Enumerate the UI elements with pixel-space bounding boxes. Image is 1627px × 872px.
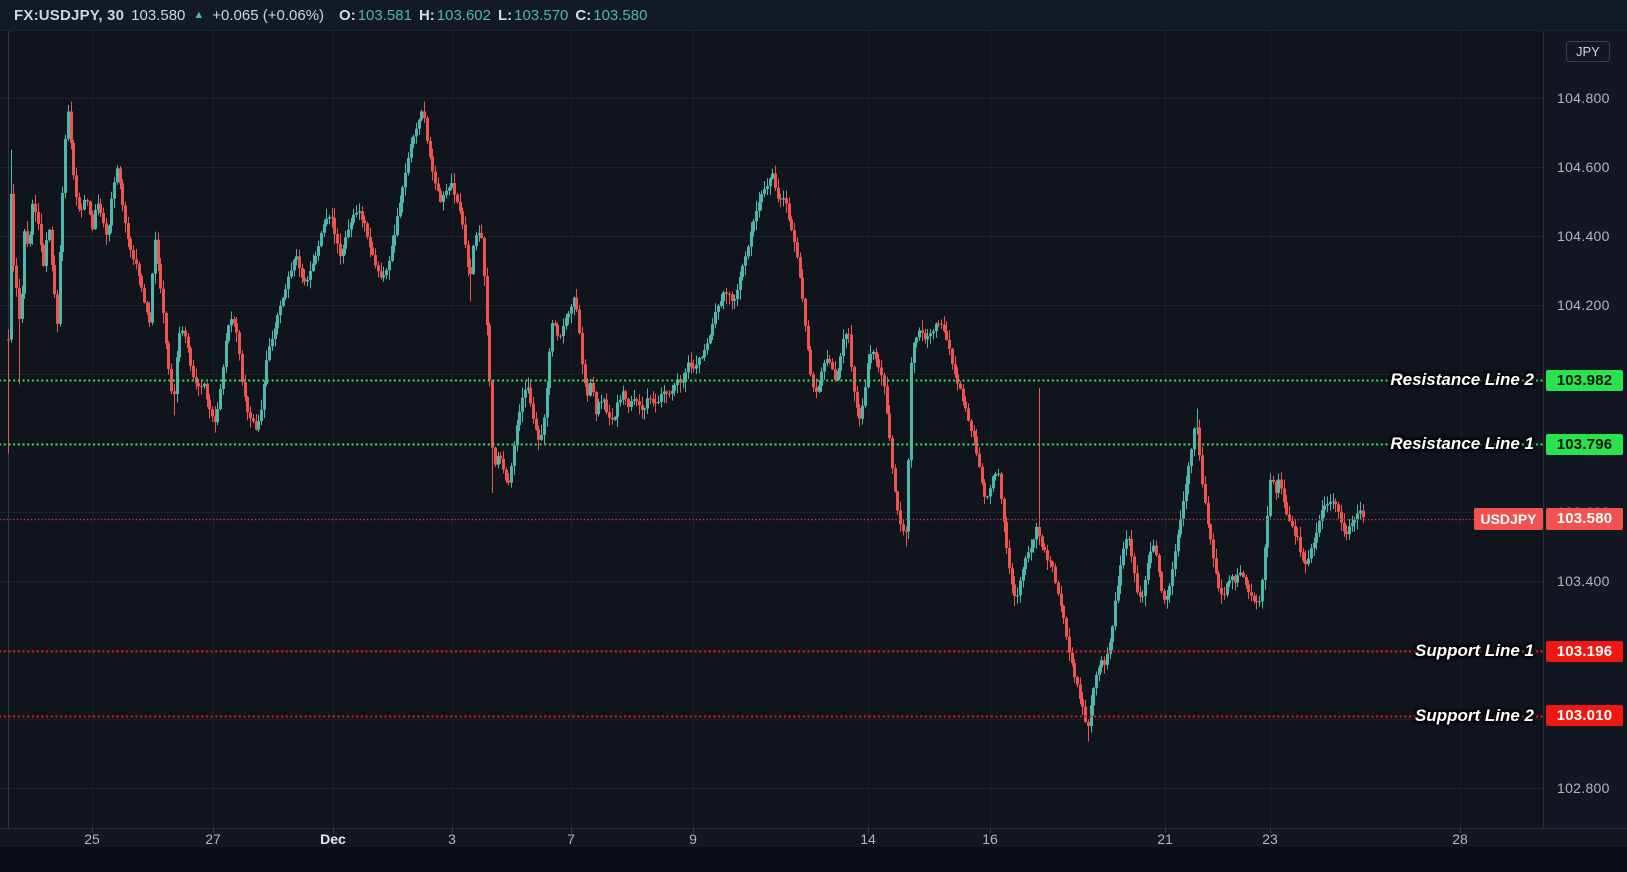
symbol-title[interactable]: FX:USDJPY, 30 — [14, 6, 125, 24]
price-axis-label: 104.400 — [1557, 228, 1610, 244]
time-axis-label: 23 — [1262, 831, 1278, 847]
time-axis-label: Dec — [320, 831, 346, 847]
time-axis-tick — [1460, 829, 1461, 833]
level-name-label[interactable]: Support Line 1 — [1415, 641, 1534, 661]
open-label: O: — [339, 6, 356, 24]
price-axis-label: 104.200 — [1557, 297, 1610, 313]
price-axis[interactable]: JPY 104.800104.600104.400104.200103.6001… — [1544, 31, 1627, 828]
time-axis-tick — [333, 829, 334, 833]
time-axis-tick — [213, 829, 214, 833]
level-name-label[interactable]: Resistance Line 1 — [1390, 434, 1534, 454]
up-triangle-icon: ▲ — [193, 9, 205, 21]
high-value: 103.602 — [436, 6, 491, 24]
time-axis-tick — [452, 829, 453, 833]
low-value: 103.570 — [514, 6, 569, 24]
time-axis-tick — [571, 829, 572, 833]
open-readout: O: 103.581 — [339, 7, 412, 24]
time-axis-label: 28 — [1452, 831, 1468, 847]
price-axis-label: 102.800 — [1557, 780, 1610, 796]
candlestick-chart[interactable] — [0, 31, 1543, 828]
time-axis-label: 7 — [567, 831, 575, 847]
currency-badge[interactable]: JPY — [1566, 41, 1610, 62]
level-price-tag[interactable]: 103.010 — [1546, 705, 1623, 727]
time-axis-label: 25 — [84, 831, 100, 847]
level-price-tag[interactable]: 103.982 — [1546, 369, 1623, 391]
level-name-label[interactable]: Support Line 2 — [1415, 705, 1534, 725]
high-label: H: — [418, 6, 435, 24]
level-name-label[interactable]: Resistance Line 2 — [1390, 370, 1534, 390]
low-label: L: — [498, 6, 513, 24]
level-price-tag[interactable]: 103.796 — [1546, 433, 1623, 455]
bottom-strip — [0, 847, 1627, 872]
chart-pane[interactable] — [0, 31, 1544, 828]
time-axis-tick — [92, 829, 93, 833]
last-price-tag[interactable]: 103.580 — [1546, 507, 1623, 530]
time-axis-label: 21 — [1157, 831, 1173, 847]
time-axis-label: 9 — [689, 831, 697, 847]
time-axis-tick — [1165, 829, 1166, 833]
price-axis-label: 103.400 — [1557, 573, 1610, 589]
open-value: 103.581 — [357, 6, 412, 24]
price-axis-label: 104.600 — [1557, 159, 1610, 175]
last-price-value: 103.580 — [131, 6, 186, 24]
close-value: 103.580 — [593, 6, 648, 24]
symbol-info-bar: FX:USDJPY, 30 103.580 ▲ +0.065 (+0.06%) … — [0, 0, 1627, 31]
time-axis-label: 3 — [448, 831, 456, 847]
time-axis-label: 27 — [205, 831, 221, 847]
time-axis-tick — [868, 829, 869, 833]
low-readout: L: 103.570 — [498, 7, 568, 24]
current-price-symbol-tag[interactable]: USDJPY — [1474, 507, 1543, 530]
level-price-tag[interactable]: 103.196 — [1546, 640, 1623, 662]
close-readout: C: 103.580 — [575, 7, 647, 24]
close-label: C: — [575, 6, 592, 24]
price-axis-label: 104.800 — [1557, 90, 1610, 106]
price-change: +0.065 (+0.06%) — [212, 6, 325, 24]
ohlc-readout: O: 103.581 H: 103.602 L: 103.570 C: 103.580 — [339, 7, 647, 24]
time-axis-tick — [693, 829, 694, 833]
high-readout: H: 103.602 — [419, 7, 491, 24]
time-axis-tick — [990, 829, 991, 833]
time-axis-label: 14 — [860, 831, 876, 847]
time-axis[interactable]: 25 27 Dec 3 7 9 14 16 21 23 28 — [0, 828, 1627, 847]
time-axis-tick — [1270, 829, 1271, 833]
time-axis-label: 16 — [982, 831, 998, 847]
